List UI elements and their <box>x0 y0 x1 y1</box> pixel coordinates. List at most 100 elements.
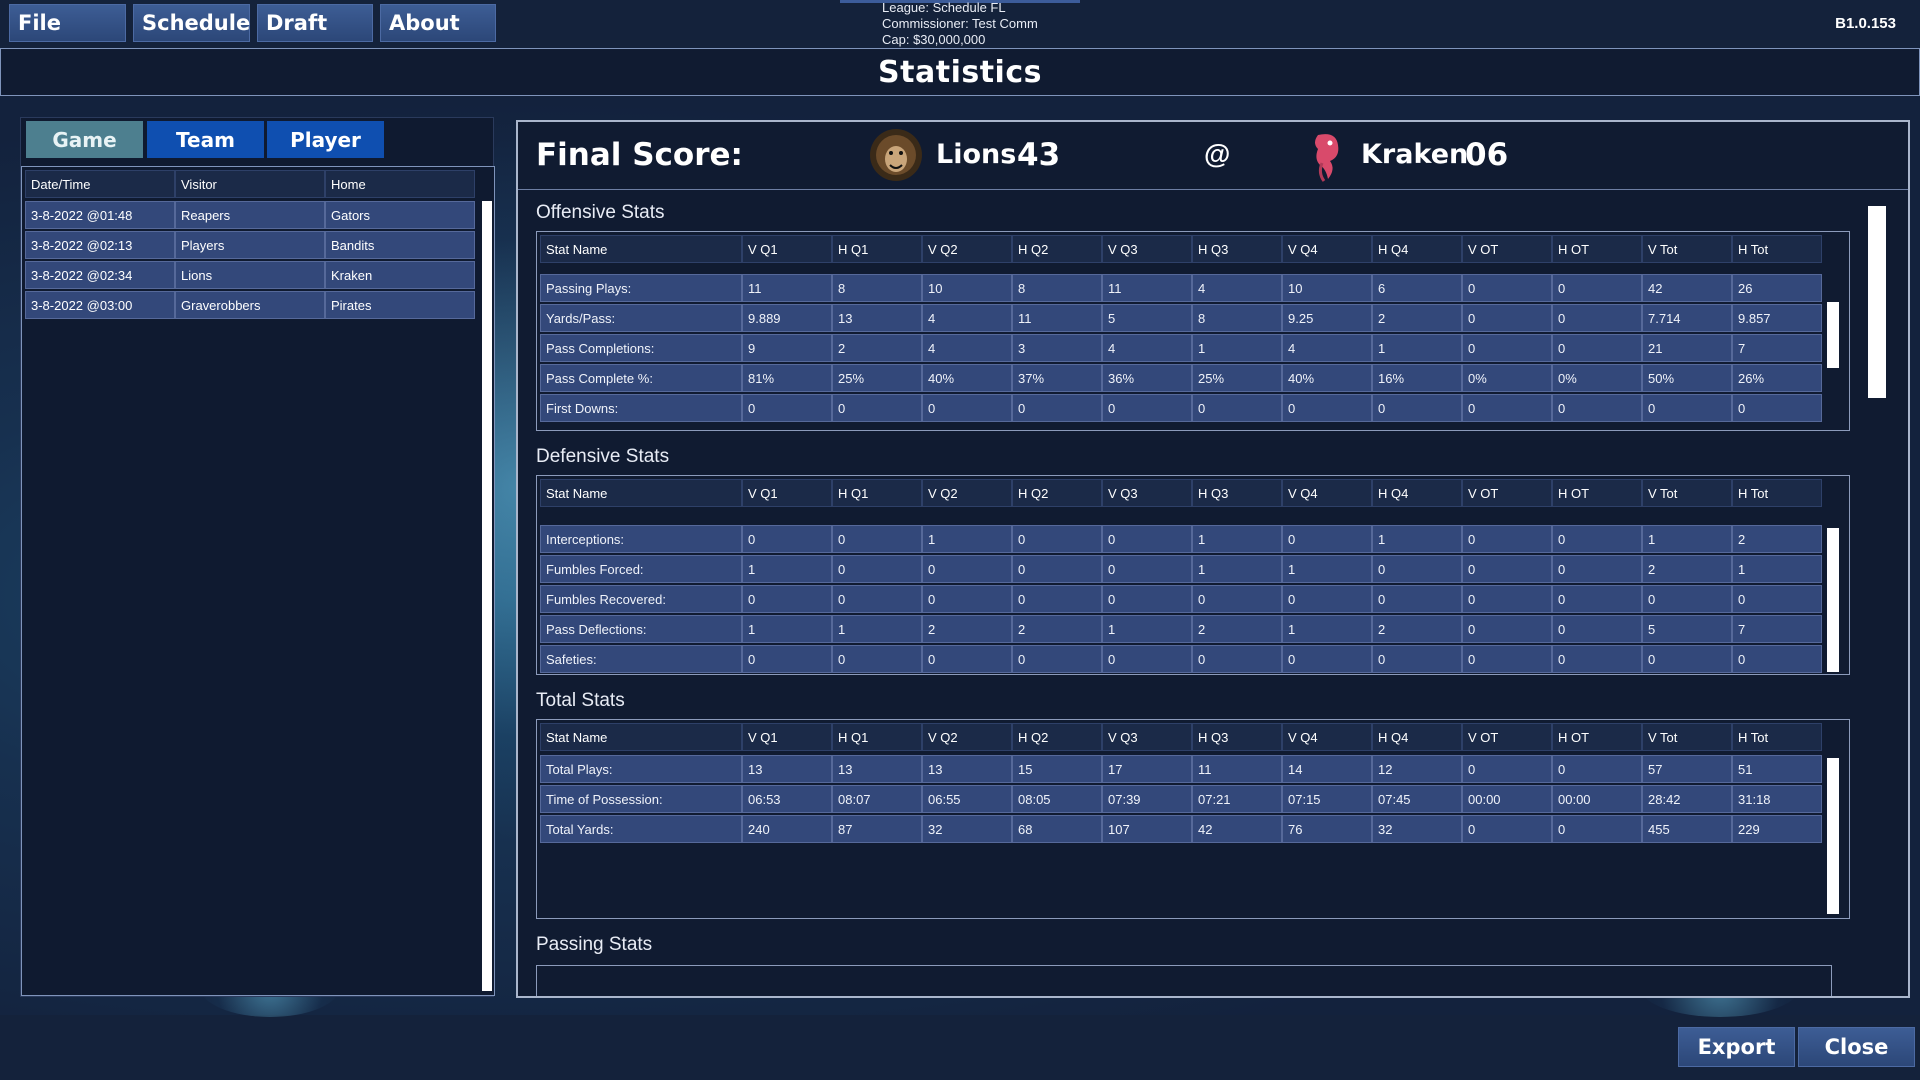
column-header[interactable]: H Q1 <box>832 723 922 751</box>
column-header[interactable]: V Q2 <box>922 235 1012 263</box>
tab-game[interactable]: Game <box>26 121 143 158</box>
stat-value: 10 <box>922 274 1012 302</box>
column-header[interactable]: Stat Name <box>540 723 742 751</box>
column-header[interactable]: V Q1 <box>742 479 832 507</box>
tab-team[interactable]: Team <box>147 121 264 158</box>
stat-value: 1 <box>1372 334 1462 362</box>
offensive-table-scrollbar[interactable] <box>1827 302 1839 368</box>
tab-player[interactable]: Player <box>267 121 384 158</box>
stat-value: 12 <box>1372 755 1462 783</box>
stat-value: 06:55 <box>922 785 1012 813</box>
column-header[interactable]: Stat Name <box>540 235 742 263</box>
export-button[interactable]: Export <box>1678 1027 1795 1067</box>
schedule-menu-button[interactable]: Schedule <box>133 4 250 42</box>
stat-value: 0 <box>1552 815 1642 843</box>
stat-value: 6 <box>1372 274 1462 302</box>
column-header[interactable]: V Q3 <box>1102 479 1192 507</box>
column-header[interactable]: V Tot <box>1642 479 1732 507</box>
game-row[interactable]: 3-8-2022 @01:48 Reapers Gators <box>25 201 475 229</box>
column-header[interactable]: H Q2 <box>1012 723 1102 751</box>
column-header[interactable]: H Q1 <box>832 479 922 507</box>
stat-value: 11 <box>1192 755 1282 783</box>
column-header[interactable]: H Q4 <box>1372 479 1462 507</box>
column-header[interactable]: H Q1 <box>832 235 922 263</box>
stat-value: 25% <box>1192 364 1282 392</box>
column-header[interactable]: H Q3 <box>1192 479 1282 507</box>
column-header[interactable]: V Q3 <box>1102 723 1192 751</box>
stat-value: 1 <box>1372 525 1462 553</box>
game-row[interactable]: 3-8-2022 @02:34 Lions Kraken <box>25 261 475 289</box>
column-header[interactable]: H Q2 <box>1012 235 1102 263</box>
stat-value: 1 <box>742 615 832 643</box>
column-header[interactable]: V Q2 <box>922 723 1012 751</box>
close-button[interactable]: Close <box>1798 1027 1915 1067</box>
column-header[interactable]: H Q4 <box>1372 235 1462 263</box>
column-header[interactable]: Home <box>325 170 475 198</box>
column-header[interactable]: H OT <box>1552 235 1642 263</box>
stat-value: 0 <box>1462 755 1552 783</box>
column-header[interactable]: V Tot <box>1642 235 1732 263</box>
column-header[interactable]: H Q4 <box>1372 723 1462 751</box>
visitor-score: 43 <box>1017 137 1061 173</box>
stat-value: 8 <box>832 274 922 302</box>
stat-value: 1 <box>1282 615 1372 643</box>
column-header[interactable]: H OT <box>1552 479 1642 507</box>
stat-value: 40% <box>1282 364 1372 392</box>
column-header[interactable]: V Q2 <box>922 479 1012 507</box>
column-header[interactable]: H Q2 <box>1012 479 1102 507</box>
file-menu-button[interactable]: File <box>9 4 126 42</box>
column-header[interactable]: V Q4 <box>1282 235 1372 263</box>
stat-value: 0 <box>1732 585 1822 613</box>
draft-menu-button[interactable]: Draft <box>257 4 373 42</box>
stat-value: 87 <box>832 815 922 843</box>
total-table-scrollbar[interactable] <box>1827 758 1839 914</box>
stat-value: 9.25 <box>1282 304 1372 332</box>
column-header[interactable]: V OT <box>1462 479 1552 507</box>
column-header[interactable]: V Tot <box>1642 723 1732 751</box>
games-table: Date/Time Visitor Home 3-8-2022 @01:48 R… <box>21 166 495 996</box>
game-date: 3-8-2022 @02:13 <box>25 231 175 259</box>
final-score-bar: Final Score: Lions 43 @ Kraken 06 <box>518 122 1908 190</box>
column-header[interactable]: V Q4 <box>1282 479 1372 507</box>
defensive-stat-row: Safeties: 0 0 0 0 0 0 0 0 0 0 0 0 <box>540 645 1822 673</box>
stat-value: 3 <box>1012 334 1102 362</box>
column-header[interactable]: H Tot <box>1732 723 1822 751</box>
column-header[interactable]: Visitor <box>175 170 325 198</box>
page-title: Statistics <box>878 54 1042 90</box>
game-row[interactable]: 3-8-2022 @02:13 Players Bandits <box>25 231 475 259</box>
column-header[interactable]: V Q3 <box>1102 235 1192 263</box>
column-header[interactable]: V OT <box>1462 723 1552 751</box>
stats-panel-scrollbar[interactable] <box>1868 206 1886 398</box>
stat-value: 1 <box>1642 525 1732 553</box>
column-header[interactable]: Stat Name <box>540 479 742 507</box>
league-cap: Cap: $30,000,000 <box>882 32 986 47</box>
about-menu-button[interactable]: About <box>380 4 496 42</box>
games-scrollbar[interactable] <box>482 201 492 991</box>
total-stats-table: Stat Name V Q1 H Q1 V Q2 H Q2 V Q3 H Q3 V Q4 H Q… <box>536 719 1850 919</box>
stat-value: 0 <box>922 585 1012 613</box>
column-header[interactable]: V Q4 <box>1282 723 1372 751</box>
stat-value: 11 <box>1012 304 1102 332</box>
defensive-stat-row: Interceptions: 0 0 1 0 0 1 0 1 0 0 1 2 <box>540 525 1822 553</box>
stat-value: 2 <box>1192 615 1282 643</box>
column-header[interactable]: H Tot <box>1732 479 1822 507</box>
stat-value: 0 <box>922 645 1012 673</box>
column-header[interactable]: H Tot <box>1732 235 1822 263</box>
stat-value: 0 <box>1552 274 1642 302</box>
column-header[interactable]: V Q1 <box>742 235 832 263</box>
stat-value: 13 <box>832 755 922 783</box>
column-header[interactable]: Date/Time <box>25 170 175 198</box>
stat-value: 9.889 <box>742 304 832 332</box>
defensive-table-scrollbar[interactable] <box>1827 528 1839 672</box>
game-row[interactable]: 3-8-2022 @03:00 Graverobbers Pirates <box>25 291 475 319</box>
stat-value: 2 <box>922 615 1012 643</box>
column-header[interactable]: H OT <box>1552 723 1642 751</box>
offensive-stats-table: Stat Name V Q1 H Q1 V Q2 H Q2 V Q3 H Q3 V Q4 H Q… <box>536 231 1850 431</box>
column-header[interactable]: H Q3 <box>1192 723 1282 751</box>
column-header[interactable]: V Q1 <box>742 723 832 751</box>
column-header[interactable]: H Q3 <box>1192 235 1282 263</box>
stat-value: 14 <box>1282 755 1372 783</box>
stat-value: 0 <box>1462 274 1552 302</box>
column-header[interactable]: V OT <box>1462 235 1552 263</box>
stat-value: 4 <box>1192 274 1282 302</box>
